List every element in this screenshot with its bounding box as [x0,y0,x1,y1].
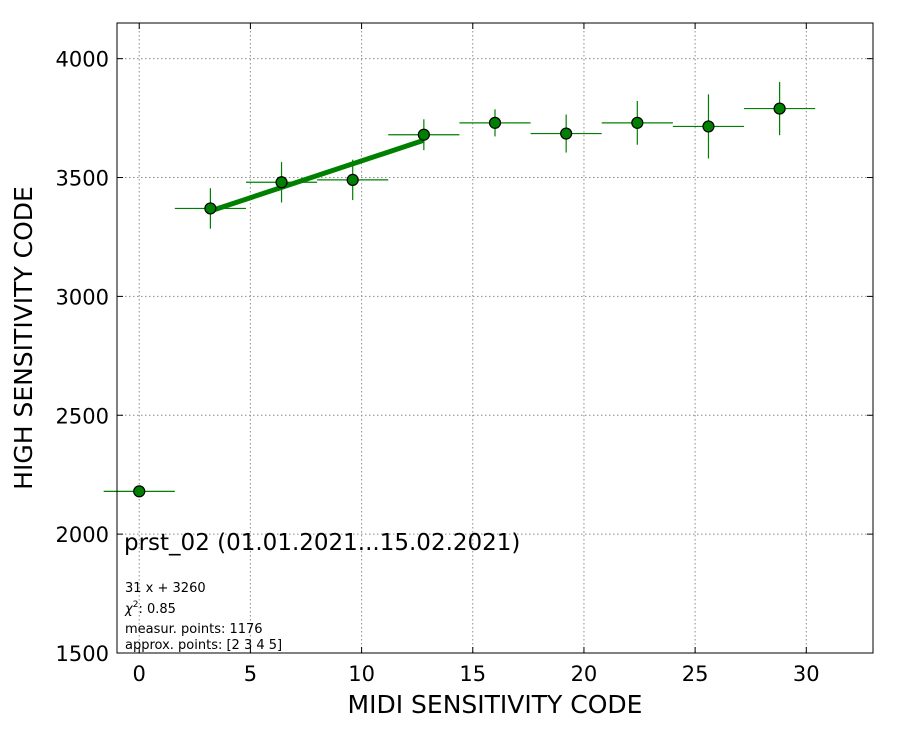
chi-symbol: χ [124,602,134,617]
x-tick-label: 0 [133,662,146,686]
grid-lines [117,23,873,654]
data-point-group [174,188,246,229]
data-point [417,128,430,141]
x-tick-label: 25 [682,662,709,686]
data-point [204,202,217,215]
data-point-group [744,81,816,136]
data-point [702,120,715,133]
plot-frame [116,22,874,654]
axis-ticks: 0 5 10 15 20 25 30 1500 2000 2500 3000 3500 4000 [56,23,873,686]
chi-square-label: χ2: 0.85 [124,600,176,617]
data-point [346,173,359,187]
y-tick-label: 3000 [56,285,109,309]
x-tick-label: 5 [244,662,257,686]
fit-equation-label: 31 x + 3260 [125,581,206,596]
data-point-group [245,162,318,203]
x-tick-label: 20 [571,662,598,686]
y-tick-label: 4000 [56,48,109,72]
fit-layer [209,137,425,214]
measur-points-label: measur. points: 1176 [125,622,263,637]
y-tick-label: 2000 [56,523,109,547]
data-point-group [601,100,673,145]
y-axis-label: HIGH SENSITIVITY CODE [9,186,38,490]
chart-title-annotation: prst_02 (01.01.2021...15.02.2021) [124,530,520,556]
data-point-group [317,159,389,201]
y-tick-label: 3500 [56,167,109,191]
data-points-layer [103,81,816,498]
data-point-group [530,114,602,153]
x-axis-label: MIDI SENSITIVITY CODE [348,690,643,719]
data-point [275,176,288,189]
data-point-group [672,94,745,159]
data-point [133,485,146,498]
fit-line [209,137,425,214]
data-point-group [459,109,531,137]
chi-superscript: 2 [133,600,139,610]
x-tick-label: 30 [793,662,820,686]
data-point-group [103,485,175,498]
chi-square-value: : 0.85 [138,602,175,617]
data-point [560,127,573,140]
approx-points-label: approx. points: [2 3 4 5] [125,638,282,653]
data-point-group [388,119,460,151]
data-point [773,102,786,115]
y-tick-label: 2500 [56,404,109,428]
annotation-block: prst_02 (01.01.2021...15.02.2021) 31 x +… [124,530,520,653]
x-tick-label: 10 [348,662,375,686]
y-tick-label: 1500 [56,642,109,666]
x-tick-label: 15 [459,662,486,686]
data-point [488,116,502,129]
data-point [631,116,644,129]
